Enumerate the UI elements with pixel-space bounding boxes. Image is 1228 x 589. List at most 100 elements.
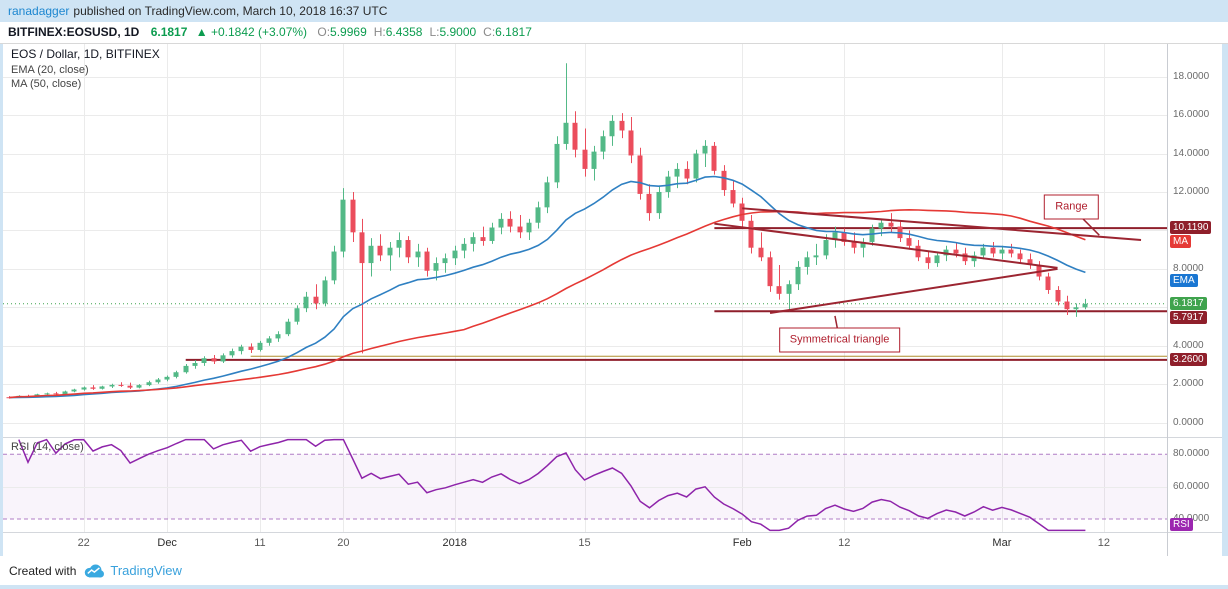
ohlc-values: O:5.9969 H:6.4358 L:5.9000 C:6.1817	[310, 25, 532, 39]
candle-body	[823, 240, 829, 256]
ema-line	[9, 175, 1086, 399]
candle-body	[452, 250, 458, 259]
candle-body	[535, 207, 541, 223]
candle-body	[637, 155, 643, 194]
candle-body	[915, 245, 921, 258]
price-label-3.2600: 3.2600	[1170, 352, 1207, 366]
time-axis-label: 2018	[442, 537, 467, 549]
price-label-6.1817: 6.1817	[1170, 296, 1207, 310]
candle-body	[869, 228, 875, 242]
candle-body	[711, 145, 717, 171]
callout-range[interactable]: Range	[1044, 194, 1099, 220]
candle-body	[804, 257, 810, 267]
candle-body	[507, 218, 513, 227]
candle-body	[572, 122, 578, 150]
candle-body	[1064, 301, 1070, 310]
author-link[interactable]: ranadagger	[8, 4, 70, 18]
price-scale[interactable]: 0.00002.00004.00006.00008.000010.000012.…	[1168, 44, 1222, 437]
candle-body	[6, 397, 12, 399]
candle-body	[953, 249, 959, 254]
rsi-band-fill	[3, 454, 1167, 520]
ohlc-value: 6.1817	[495, 25, 532, 39]
candle-body	[600, 136, 606, 152]
time-axis-label: 12	[1097, 537, 1111, 549]
price-scale-column[interactable]: 0.00002.00004.00006.00008.000010.000012.…	[1167, 44, 1222, 556]
candle-body	[201, 358, 207, 364]
candle-body	[303, 296, 309, 309]
candle-body	[656, 191, 662, 214]
candle-body	[248, 346, 254, 350]
candle-body	[776, 286, 782, 294]
time-axis-label: Mar	[992, 537, 1012, 549]
candle-body	[646, 193, 652, 214]
candle-body	[1073, 307, 1079, 310]
candle-body	[841, 232, 847, 242]
candle-body	[628, 130, 634, 156]
candle-body	[702, 145, 708, 154]
ohlc-label: O:	[317, 25, 331, 39]
candle-body	[340, 199, 346, 252]
created-with-text: Created with	[9, 563, 77, 578]
price-change: ▲ +0.1842 (+3.07%)	[195, 25, 308, 39]
time-axis-label: 15	[578, 537, 591, 549]
candle-body	[238, 346, 244, 352]
callout-symmetrical-triangle[interactable]: Symmetrical triangle	[778, 327, 901, 353]
tradingview-link[interactable]: TradingView	[110, 563, 182, 578]
candle-body	[888, 222, 894, 227]
candle-body	[832, 232, 838, 241]
ohlc-label: H:	[373, 25, 386, 39]
candle-body	[377, 245, 383, 256]
candle-body	[480, 237, 486, 241]
candle-body	[786, 284, 792, 294]
candle-body	[136, 385, 142, 388]
candle-body	[851, 241, 857, 248]
rsi-pane[interactable]: RSI (14, close)	[3, 437, 1167, 532]
time-axis-label: Feb	[732, 537, 752, 549]
ohlc-value: 5.9000	[439, 25, 477, 39]
ohlc-value: 5.9969	[330, 25, 367, 39]
price-chart[interactable]	[3, 44, 1167, 437]
candle-body	[155, 379, 161, 383]
candle-body	[767, 257, 773, 287]
rsi-axis-label: 60.0000	[1173, 480, 1210, 492]
candle-body	[591, 151, 597, 169]
price-axis-label: 18.0000	[1173, 70, 1210, 82]
candle-body	[730, 190, 736, 204]
rsi-axis-label: 80.0000	[1173, 448, 1210, 460]
last-price: 6.1817	[150, 25, 188, 39]
candle-body	[164, 376, 170, 380]
candle-body	[582, 149, 588, 169]
candle-body	[257, 342, 263, 350]
candle-body	[980, 247, 986, 256]
price-label-10.1190: 10.1190	[1170, 221, 1212, 235]
candle-body	[684, 168, 690, 179]
price-axis-label: 16.0000	[1173, 109, 1210, 121]
candle-body	[489, 227, 495, 241]
rsi-chart[interactable]	[3, 438, 1167, 532]
candle-body	[498, 218, 504, 228]
candle-body	[229, 351, 235, 356]
tradingview-cloud-logo-icon	[83, 563, 105, 579]
candle-body	[44, 393, 50, 395]
candle-body	[748, 220, 754, 248]
candle-body	[173, 372, 179, 377]
candle-body	[313, 296, 319, 304]
trend-line	[714, 222, 1058, 269]
candle-body	[433, 263, 439, 271]
time-axis-label: 11	[254, 537, 266, 549]
candle-body	[90, 387, 96, 389]
time-axis[interactable]: 22 Dec 11 20 2018 15 Feb 12 Mar 12	[3, 532, 1167, 556]
time-axis-label: Dec	[157, 537, 177, 549]
frame-edge-right	[1222, 44, 1228, 556]
time-axis-label: 12	[838, 537, 851, 549]
candle-body	[925, 257, 931, 264]
candle-body	[470, 237, 476, 244]
rsi-line	[18, 438, 1086, 532]
candle-body	[526, 222, 532, 233]
price-pane[interactable]: EOS / Dollar, 1D, BITFINEX EMA (20, clos…	[3, 44, 1167, 437]
candle-body	[211, 358, 217, 362]
candle-body	[368, 245, 374, 264]
candle-body	[517, 226, 523, 233]
